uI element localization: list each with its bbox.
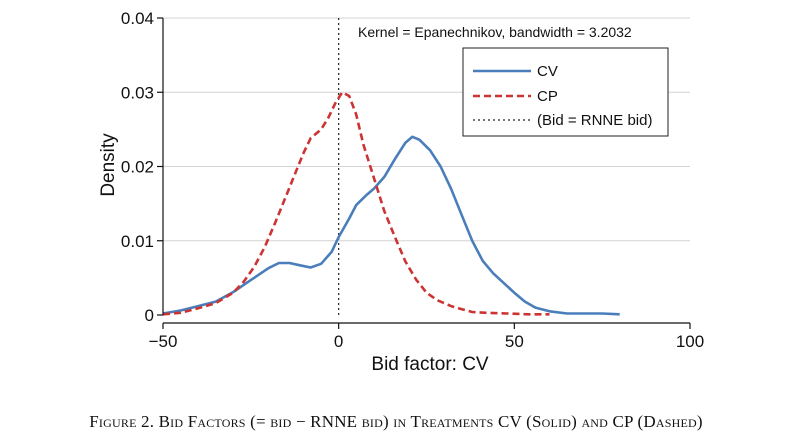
gridlines	[163, 17, 690, 242]
kernel-annotation: Kernel = Epanechnikov, bandwidth = 3.203…	[358, 24, 632, 40]
series-group	[162, 91, 620, 316]
series-line-cv	[162, 135, 620, 316]
density-chart: 0 0.01 0.02 0.03 0.04 −50 0 50 100 Kernel = Epan…	[98, 9, 704, 375]
y-axis-title: Density	[98, 133, 119, 197]
legend-cp-label: CP	[537, 88, 558, 105]
y-tick-label: 0.02	[121, 158, 154, 177]
x-axis-title: Bid factor: CV	[371, 354, 489, 375]
figure-caption: Figure 2. Bid Factors (= bid − RNNE bid)…	[89, 412, 703, 431]
y-tick-label: 0.04	[121, 9, 154, 28]
y-tick-label: 0.01	[121, 232, 154, 251]
legend-box	[462, 47, 669, 137]
x-tick-label: 0	[334, 332, 343, 351]
y-tick-label: 0	[145, 306, 154, 325]
axes: 0 0.01 0.02 0.03 0.04 −50 0 50 100	[121, 9, 704, 351]
series-line-cp	[162, 91, 550, 316]
y-tick-label: 0.03	[121, 83, 154, 102]
legend-cv-label: CV	[537, 63, 558, 80]
x-tick-label: 100	[676, 332, 704, 351]
x-tick-label: 50	[505, 332, 524, 351]
x-tick-label: −50	[149, 332, 178, 351]
legend: CV CP (Bid = RNNE bid)	[462, 47, 669, 137]
legend-reference-label: (Bid = RNNE bid)	[537, 112, 652, 129]
